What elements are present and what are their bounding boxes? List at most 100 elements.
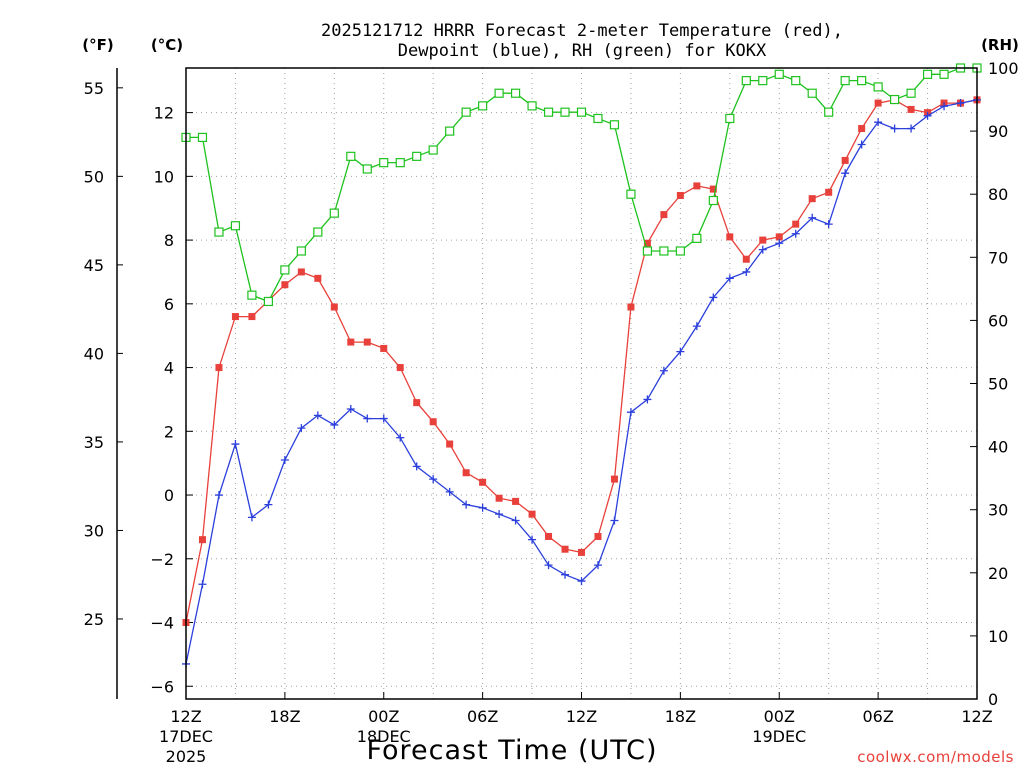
dewpoint-point	[478, 503, 487, 512]
date-label: 17DEC	[159, 727, 213, 746]
temperature-point	[660, 211, 668, 219]
temperature-point	[330, 303, 338, 311]
dewpoint-point	[692, 322, 701, 331]
rh-point	[708, 195, 718, 206]
temperature-point	[231, 313, 239, 321]
rh-point	[543, 107, 554, 117]
dewpoint-point	[379, 414, 388, 423]
celsius-axis: −6 −4 −2 0 2 4 6 8 10 12	[150, 104, 193, 696]
dewpoint-point	[561, 570, 570, 579]
rh-tick-label: 70	[988, 248, 1008, 267]
rh-point	[478, 101, 488, 111]
temperature-point	[281, 281, 289, 289]
temperature-point	[462, 469, 470, 477]
time-tick-label: 18Z	[269, 707, 300, 726]
dewpoint-point	[511, 516, 520, 525]
rh-point	[774, 69, 784, 79]
rh-point	[445, 126, 455, 136]
temperature-point	[479, 478, 487, 486]
temperature-point	[396, 364, 404, 372]
dewpoint-point	[643, 395, 652, 404]
temperature-point	[808, 195, 816, 203]
rh-tick-label: 10	[988, 627, 1008, 646]
temperature-point	[858, 125, 866, 133]
time-tick-label: 12Z	[170, 707, 201, 726]
rh-point	[197, 132, 208, 143]
temperature-point	[676, 191, 684, 199]
rh-unit-label: (RH)	[981, 36, 1019, 54]
chart-title-line-1: 2025121712 HRRR Forecast 2-meter Tempera…	[321, 21, 843, 41]
fahrenheit-tick-label: 45	[84, 256, 104, 275]
dewpoint-point	[264, 500, 273, 509]
dewpoint-point	[725, 274, 734, 283]
rh-point	[296, 246, 306, 256]
rh-tick-label: 100	[988, 59, 1019, 78]
rh-point	[758, 76, 768, 86]
temperature-point	[495, 494, 503, 502]
fahrenheit-tick-label: 30	[84, 521, 104, 540]
year-label: 2025	[166, 747, 207, 766]
rh-point	[576, 107, 587, 117]
celsius-tick-label: −4	[150, 614, 174, 633]
rh-point	[659, 246, 669, 256]
dewpoint-point	[495, 510, 504, 519]
dewpoint-point	[593, 561, 602, 570]
dewpoint-point	[923, 111, 932, 120]
dewpoint-point	[824, 220, 833, 229]
dewpoint-point	[676, 347, 685, 356]
date-label: 19DEC	[752, 727, 806, 746]
temperature-point	[380, 344, 388, 352]
rh-point	[280, 265, 290, 275]
fahrenheit-tick-label: 55	[84, 79, 104, 98]
rh-point	[329, 208, 339, 218]
dewpoint-point	[610, 516, 619, 525]
rh-point	[675, 246, 685, 256]
temperature-point	[742, 255, 750, 263]
dewpoint-point	[857, 140, 866, 149]
dewpoint-point	[874, 118, 883, 127]
temperature-point	[528, 510, 536, 518]
temperature-point	[709, 185, 717, 193]
rh-point	[791, 76, 801, 86]
rh-point	[725, 113, 735, 124]
time-tick-label: 00Z	[764, 707, 795, 726]
rh-point	[873, 82, 883, 92]
dewpoint-point	[297, 424, 306, 433]
temperature-point	[198, 536, 206, 544]
dewpoint-point	[528, 535, 537, 544]
rh-point	[692, 233, 702, 243]
temperature-point	[446, 440, 454, 448]
celsius-tick-label: 2	[164, 422, 174, 441]
temperature-point	[759, 236, 767, 244]
dewpoint-point	[841, 169, 850, 178]
plot-series	[181, 63, 982, 668]
dewpoint-point	[231, 440, 240, 449]
rh-tick-label: 60	[988, 311, 1008, 330]
dewpoint-point	[198, 580, 207, 589]
dewpoint-point	[346, 404, 355, 413]
temperature-point	[347, 338, 355, 346]
time-tick-label: 06Z	[467, 707, 498, 726]
time-tick-label: 00Z	[368, 707, 399, 726]
temperature-point	[429, 418, 437, 426]
rh-tick-label: 30	[988, 501, 1008, 520]
celsius-tick-label: 8	[164, 231, 174, 250]
fahrenheit-tick-label: 40	[84, 344, 104, 363]
rh-point	[247, 290, 257, 300]
dewpoint-point	[396, 433, 405, 442]
temperature-point	[248, 313, 256, 321]
time-tick-label: 06Z	[862, 707, 893, 726]
temperature-point	[643, 239, 651, 247]
dewpoint-point	[709, 293, 718, 302]
rh-point	[428, 145, 438, 155]
temperature-point	[314, 274, 322, 282]
x-axis-title: Forecast Time (UTC)	[366, 735, 657, 766]
rh-point	[560, 107, 570, 117]
rh-point	[379, 158, 389, 168]
rh-point	[807, 88, 817, 98]
celsius-tick-label: 10	[154, 167, 174, 186]
dewpoint-point	[775, 239, 784, 248]
temperature-point	[512, 497, 520, 505]
